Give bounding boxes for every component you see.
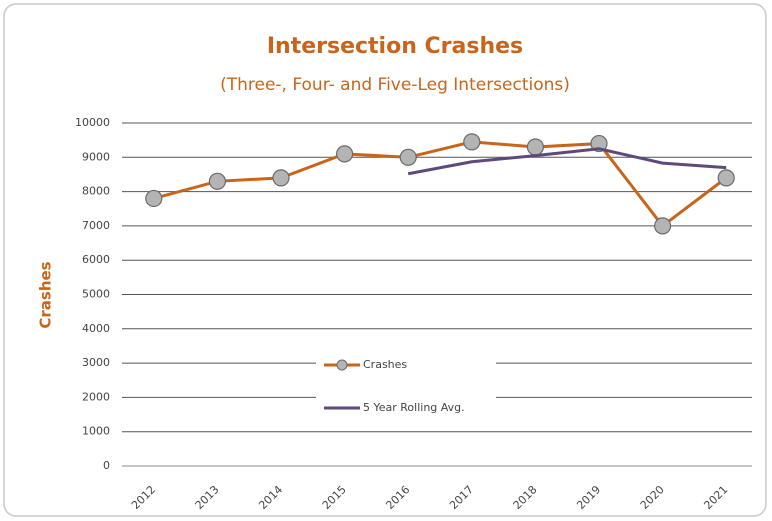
legend-label: Crashes <box>363 358 407 371</box>
series-line <box>153 140 728 228</box>
y-tick-label: 8000 <box>82 185 110 198</box>
data-point <box>145 189 163 208</box>
chart-title: Intersection Crashes <box>267 34 523 59</box>
y-tick-label: 6000 <box>82 253 110 266</box>
y-tick-label: 9000 <box>82 150 110 163</box>
y-tick-label: 4000 <box>82 322 110 335</box>
y-tick-label: 1000 <box>82 425 110 438</box>
data-point <box>208 172 226 190</box>
y-tick-label: 2000 <box>82 390 110 403</box>
y-tick-label: 10000 <box>75 116 110 129</box>
y-tick-label: 7000 <box>82 219 110 232</box>
data-point <box>399 148 417 166</box>
legend-label: 5 Year Rolling Avg. <box>363 401 465 414</box>
data-point <box>526 138 545 156</box>
data-point <box>463 133 481 151</box>
data-point <box>717 169 735 187</box>
y-tick-label: 0 <box>103 459 110 472</box>
y-tick-label: 5000 <box>82 288 110 301</box>
legend-marker <box>336 359 348 371</box>
data-point <box>590 134 608 153</box>
y-axis-label: Crashes <box>37 261 55 328</box>
data-point <box>336 145 354 163</box>
chart-subtitle: (Three-, Four- and Five-Leg Intersection… <box>220 75 570 95</box>
series-line <box>407 147 727 176</box>
y-tick-label: 3000 <box>82 356 110 369</box>
data-point <box>272 169 290 187</box>
data-point <box>653 217 672 235</box>
legend-box <box>316 348 496 424</box>
